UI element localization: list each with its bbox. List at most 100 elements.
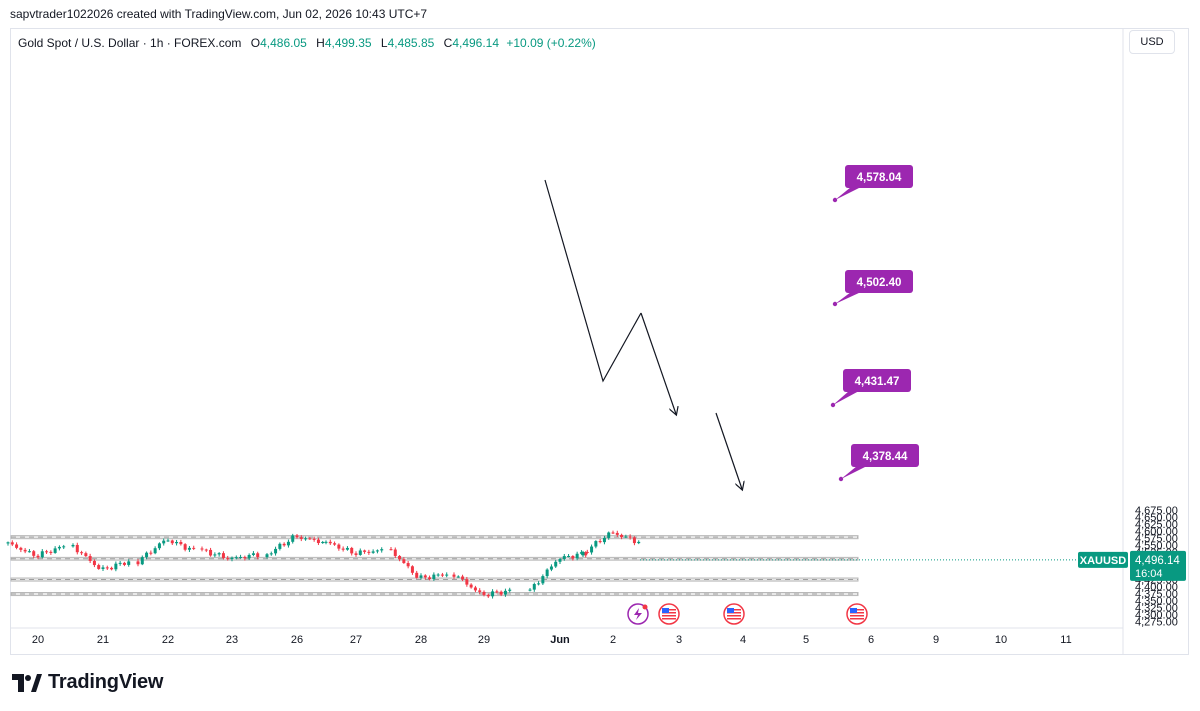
candle-body (149, 552, 153, 554)
level-callout[interactable]: 4,502.40 (832, 270, 913, 307)
candle-body (367, 551, 371, 553)
callout-label: 4,502.40 (857, 277, 902, 289)
candle-body (345, 547, 349, 550)
y-tick-label: 4,325.00 (1135, 603, 1178, 615)
level-callout[interactable]: 4,378.44 (838, 444, 919, 482)
candle-body (503, 590, 507, 595)
candle-body (410, 566, 414, 573)
x-tick-label: 10 (995, 634, 1007, 646)
candle-body (226, 558, 230, 560)
candle-body (265, 554, 269, 558)
callout-anchor (832, 197, 838, 203)
low-value: 4,485.85 (387, 36, 435, 50)
candle-body (337, 544, 341, 549)
callout-box (845, 270, 913, 293)
callout-box (845, 165, 913, 188)
candle-body (299, 537, 303, 539)
candle-body (423, 575, 427, 578)
candle-body (127, 561, 131, 565)
candle-body (308, 538, 312, 540)
y-tick-label: 4,300.00 (1135, 610, 1178, 622)
candle-body (389, 549, 393, 551)
candle-body (628, 536, 632, 538)
candle-body (200, 548, 204, 550)
candle-body (221, 553, 225, 559)
candle-body (10, 542, 14, 545)
candle-body (461, 576, 465, 580)
candle-body (6, 542, 10, 544)
candle-body (482, 591, 486, 595)
tradingview-logo[interactable]: TradingView (12, 671, 163, 694)
candle-body (321, 542, 325, 544)
trend-polyline[interactable] (544, 179, 642, 383)
candle-body (27, 551, 31, 553)
projection-arrow-1[interactable] (640, 312, 676, 414)
x-tick-label: 4 (740, 634, 746, 646)
projection-arrow-2[interactable] (715, 412, 742, 489)
candle-body (304, 538, 308, 540)
tradingview-logo-icon (12, 673, 42, 692)
x-tick-label: 6 (868, 634, 874, 646)
candle-body (354, 553, 358, 555)
candle-body (97, 565, 101, 569)
candle-body (122, 562, 126, 565)
callout-anchor (830, 402, 836, 408)
symbol-title: Gold Spot / U.S. Dollar · 1h · FOREX.com (18, 36, 242, 50)
candle-body (53, 548, 57, 553)
candle-body (436, 574, 440, 576)
y-tick-label: 4,350.00 (1135, 596, 1178, 608)
candle-body (101, 567, 105, 569)
candle-body (491, 591, 495, 597)
candle-body (118, 562, 122, 564)
candle-body (114, 563, 118, 570)
candle-body (406, 563, 410, 567)
y-tick-label: 4,625.00 (1135, 519, 1178, 531)
candle-body (286, 541, 290, 546)
candle-body (452, 574, 456, 577)
x-tick-label: 9 (933, 634, 939, 646)
y-tick-label: 4,600.00 (1135, 526, 1178, 538)
level-callout[interactable]: 4,431.47 (830, 369, 911, 408)
close-value: 4,496.14 (452, 36, 500, 50)
candle-body (71, 544, 75, 547)
chart-pane[interactable] (10, 28, 1189, 655)
high-value: 4,499.35 (324, 36, 372, 50)
candle-body (213, 554, 217, 556)
candle-body (239, 557, 243, 559)
y-tick-label: 4,575.00 (1135, 533, 1178, 545)
us-flag-icon[interactable] (846, 603, 868, 625)
candle-body (192, 547, 196, 549)
candle-body (40, 551, 44, 558)
currency-button[interactable]: USD (1129, 30, 1175, 54)
callout-pointer (841, 466, 867, 479)
candle-body (36, 555, 40, 558)
x-tick-label: 23 (226, 634, 238, 646)
candle-body (312, 538, 316, 540)
candle-body (217, 553, 221, 555)
candle-body (375, 550, 379, 552)
candle-body (358, 550, 362, 555)
candle-body (486, 594, 490, 597)
lightning-icon[interactable] (627, 603, 649, 625)
level-callout[interactable]: 4,578.04 (832, 165, 913, 203)
candle-body (607, 532, 611, 538)
us-flag-icon[interactable] (658, 603, 680, 625)
candle-body (49, 551, 53, 553)
x-tick-label: 20 (32, 634, 44, 646)
candle-body (541, 576, 545, 584)
candle-body (602, 537, 606, 543)
candle-body (45, 551, 49, 553)
us-flag-icon[interactable] (723, 603, 745, 625)
candle-body (584, 552, 588, 556)
candle-body (274, 548, 278, 554)
x-tick-label: 28 (415, 634, 427, 646)
candle-body (532, 584, 536, 590)
y-tick-label: 4,550.00 (1135, 540, 1178, 552)
x-tick-label: 3 (676, 634, 682, 646)
x-tick-label: 22 (162, 634, 174, 646)
candle-body (402, 559, 406, 564)
callout-anchor (832, 301, 838, 307)
candle-body (363, 550, 367, 552)
candle-body (637, 541, 641, 544)
